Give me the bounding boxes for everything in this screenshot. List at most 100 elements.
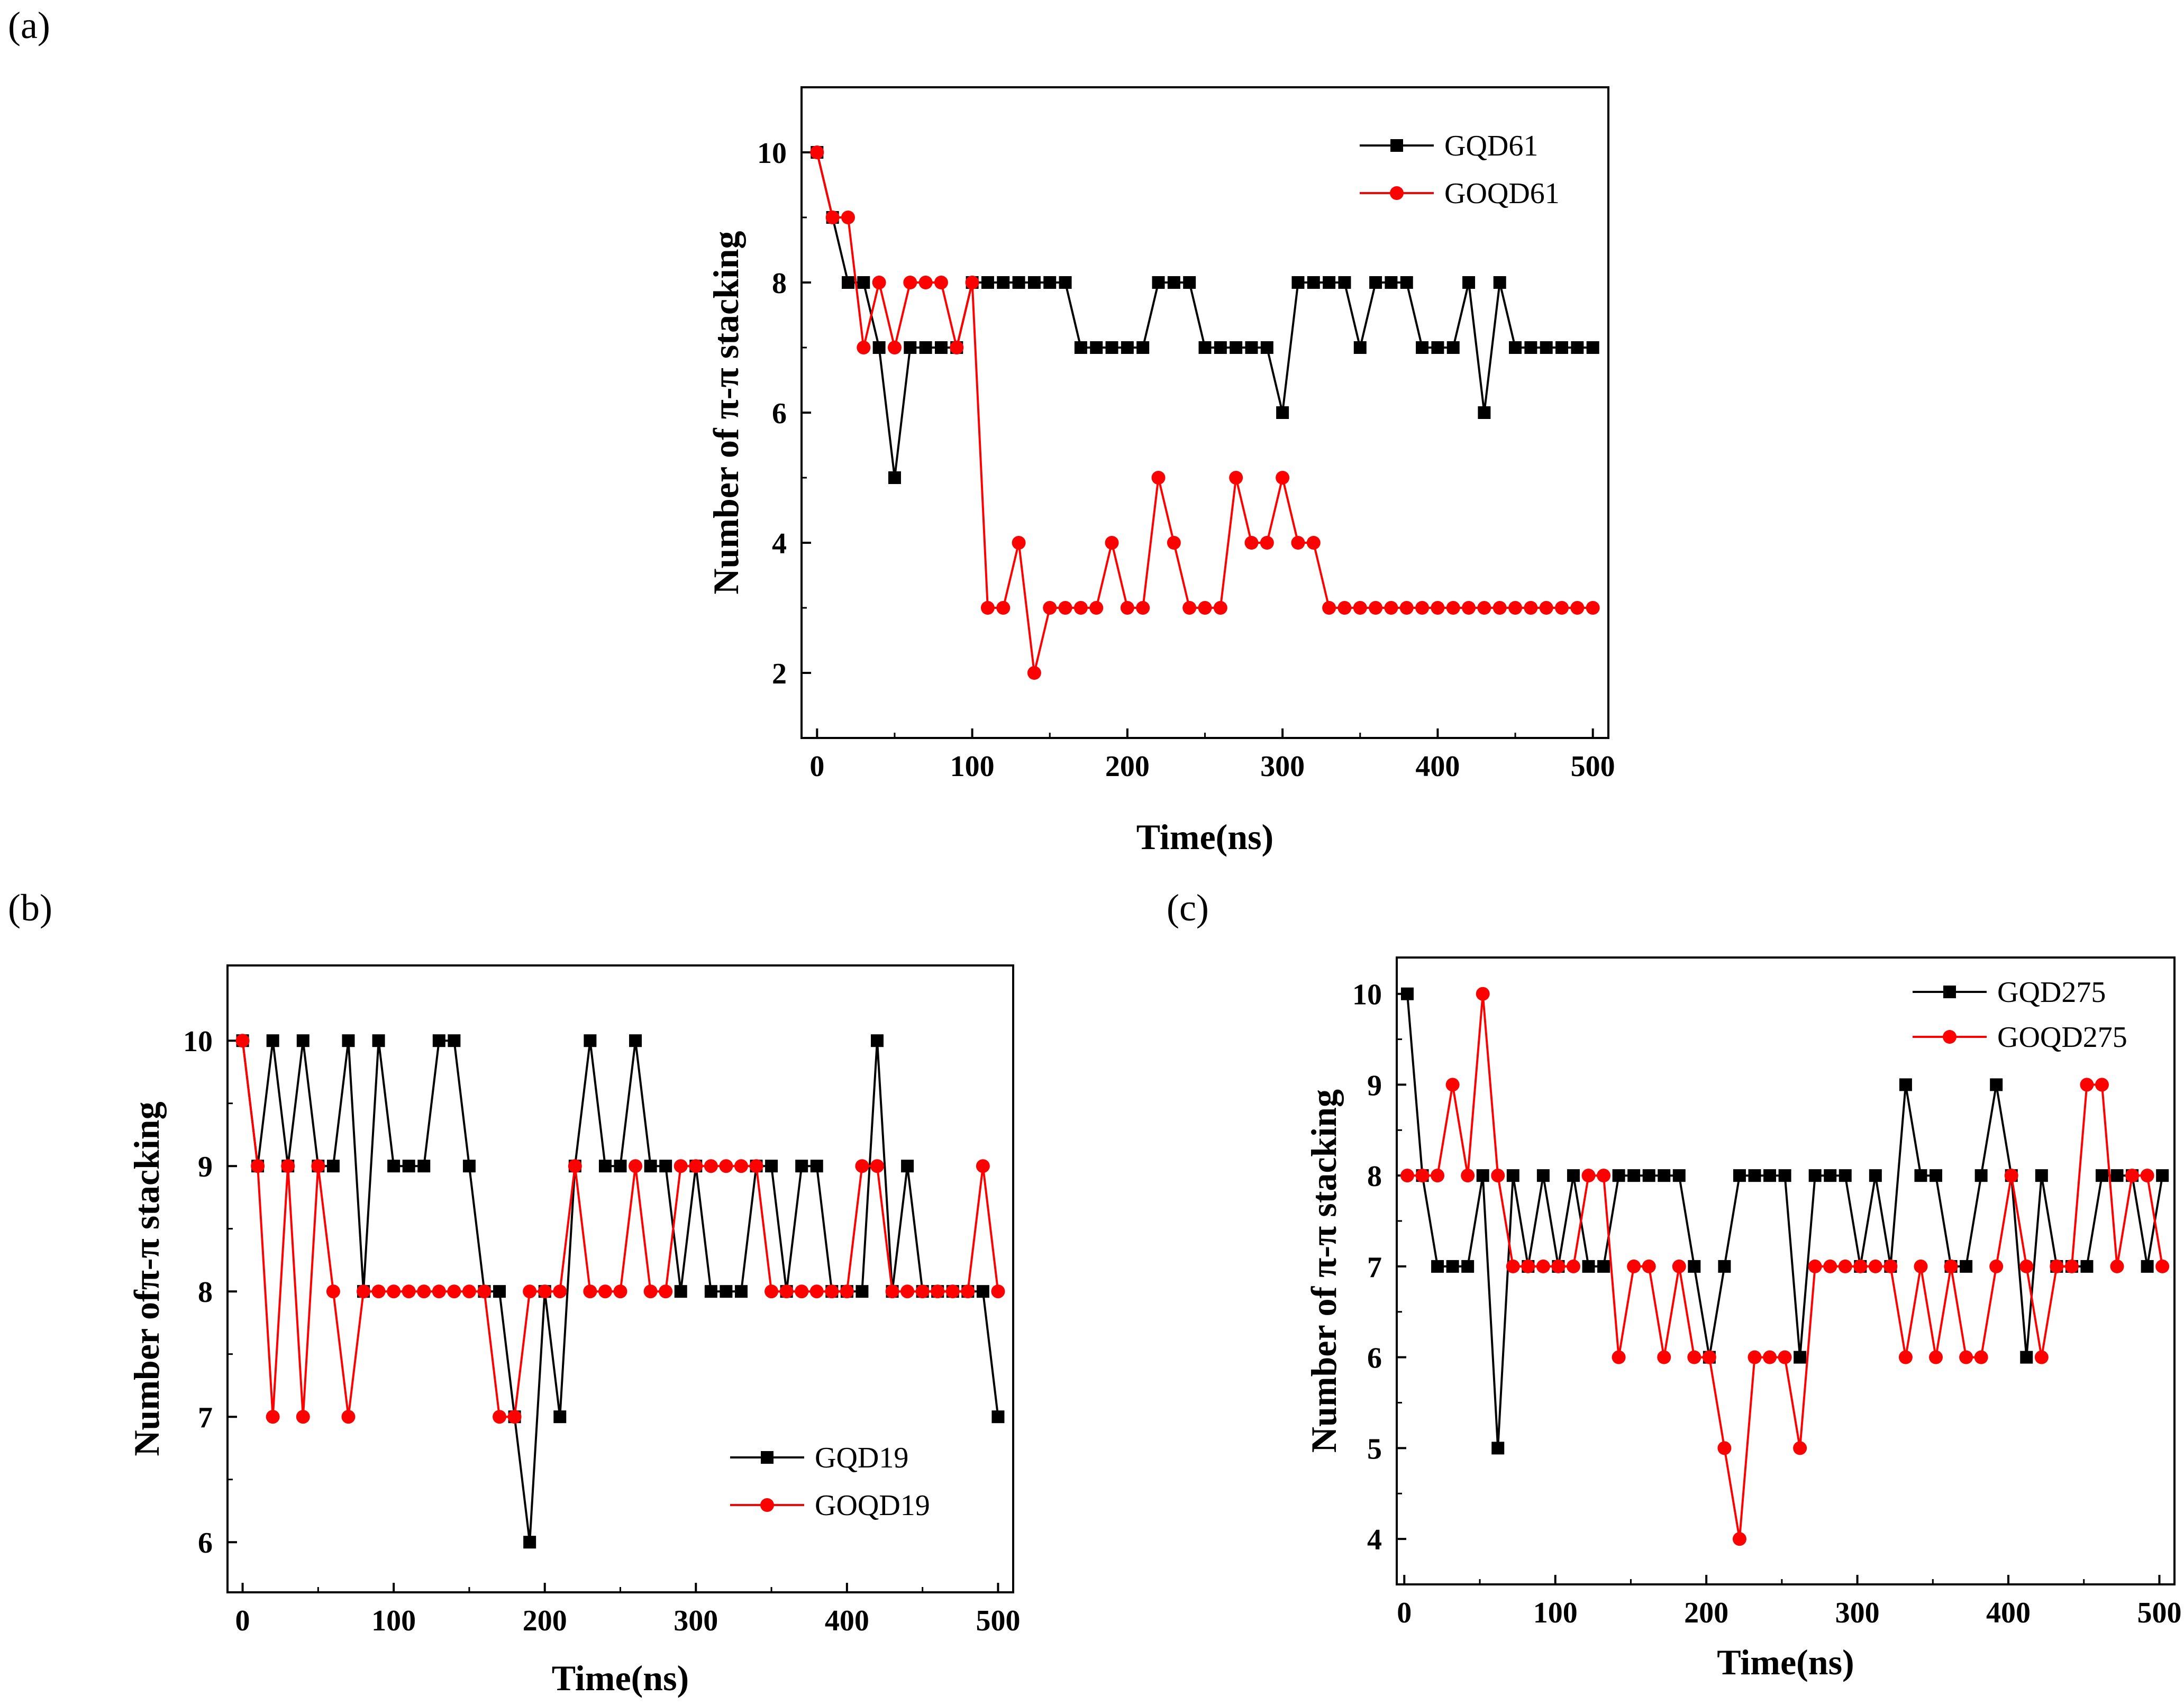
x-tick-label: 300 — [1260, 750, 1305, 783]
legend-entry: GOQD275 — [1913, 1021, 2127, 1054]
x-tick-label: 200 — [1105, 750, 1150, 783]
data-point — [1307, 276, 1320, 289]
legend-entry: GQD275 — [1913, 976, 2106, 1009]
legend-marker — [1943, 1030, 1957, 1044]
data-point — [903, 276, 917, 289]
data-point — [1672, 1169, 1686, 1182]
data-point — [1073, 601, 1088, 615]
data-point — [1536, 1169, 1550, 1182]
data-point — [538, 1284, 552, 1299]
data-point — [734, 1159, 748, 1173]
data-point — [1642, 1169, 1655, 1182]
data-point — [341, 1410, 356, 1424]
data-point — [1152, 276, 1165, 289]
x-tick-label: 400 — [1415, 750, 1460, 783]
data-point — [1688, 1260, 1701, 1273]
data-point — [1586, 601, 1600, 615]
data-point — [1323, 276, 1336, 289]
data-point — [2064, 1259, 2079, 1273]
data-point — [1508, 601, 1523, 615]
data-point — [795, 1284, 809, 1299]
data-point — [825, 1284, 839, 1299]
data-point — [1793, 1441, 1807, 1455]
legend-label: GQD61 — [1444, 130, 1538, 162]
data-point — [1838, 1259, 1852, 1273]
data-point — [870, 1034, 884, 1047]
data-point — [1566, 1259, 1580, 1273]
x-tick-label: 400 — [1986, 1597, 2031, 1629]
data-point — [235, 1034, 250, 1048]
legend-label: GQD275 — [1997, 976, 2106, 1009]
y-tick-label: 6 — [772, 397, 787, 430]
data-point — [1431, 601, 1445, 615]
data-point — [643, 1284, 658, 1299]
data-point — [1778, 1350, 1792, 1364]
data-point — [598, 1284, 612, 1299]
data-point — [1509, 341, 1522, 354]
data-point — [417, 1284, 431, 1299]
data-point — [1540, 341, 1553, 354]
data-point — [553, 1410, 567, 1424]
x-tick-label: 0 — [809, 750, 824, 783]
data-point — [900, 1284, 915, 1299]
data-point — [1461, 1169, 1475, 1183]
data-point — [1581, 1169, 1596, 1183]
data-point — [1462, 601, 1476, 615]
data-point — [1732, 1532, 1746, 1546]
x-tick-label: 100 — [371, 1604, 416, 1637]
data-point — [1431, 1260, 1444, 1273]
data-point — [1416, 341, 1429, 354]
data-point — [1105, 536, 1119, 550]
data-point — [1571, 341, 1584, 354]
data-point — [1974, 1169, 1988, 1182]
data-point — [1462, 276, 1476, 289]
data-point — [523, 1284, 537, 1299]
data-point — [810, 1160, 823, 1173]
data-point — [1059, 276, 1072, 289]
data-point — [2095, 1078, 2109, 1092]
data-point — [281, 1159, 295, 1173]
data-point — [1027, 666, 1041, 680]
data-point — [872, 341, 886, 354]
data-point — [1369, 276, 1382, 289]
data-point — [1717, 1441, 1732, 1455]
x-tick-label: 500 — [1571, 750, 1615, 783]
data-point — [357, 1284, 371, 1299]
y-tick-label: 8 — [198, 1276, 213, 1309]
data-point — [629, 1159, 643, 1173]
data-point — [1445, 1078, 1460, 1092]
y-tick-label: 9 — [1367, 1069, 1382, 1102]
data-point — [976, 1159, 990, 1173]
series-line — [1406, 993, 2164, 1448]
series-line — [816, 152, 1593, 673]
data-point — [841, 276, 854, 289]
series-line — [241, 1040, 999, 1418]
data-point — [613, 1284, 627, 1299]
data-point — [1043, 276, 1057, 289]
data-point — [1944, 1259, 1958, 1273]
data-point — [523, 1536, 536, 1549]
data-point — [387, 1160, 401, 1173]
data-point — [1322, 601, 1336, 615]
data-point — [1338, 276, 1351, 289]
data-point — [1567, 1169, 1580, 1182]
y-tick-label: 4 — [772, 527, 787, 560]
data-point — [1808, 1169, 1822, 1182]
data-point — [934, 341, 948, 354]
data-point — [1808, 1259, 1822, 1273]
data-point — [841, 211, 855, 224]
data-point — [326, 1160, 340, 1173]
data-point — [1353, 341, 1367, 354]
y-axis-title: Number ofπ-π stacking — [126, 1101, 167, 1456]
data-point — [976, 1285, 989, 1298]
legend-marker — [760, 1498, 774, 1512]
data-point — [614, 1160, 627, 1173]
data-point — [1718, 1260, 1731, 1273]
data-point — [1431, 341, 1444, 354]
data-point — [2125, 1169, 2140, 1183]
data-point — [1778, 1169, 1791, 1182]
data-point — [856, 1285, 869, 1298]
data-point — [1337, 601, 1352, 615]
data-point — [1121, 341, 1134, 354]
data-point — [1291, 276, 1305, 289]
